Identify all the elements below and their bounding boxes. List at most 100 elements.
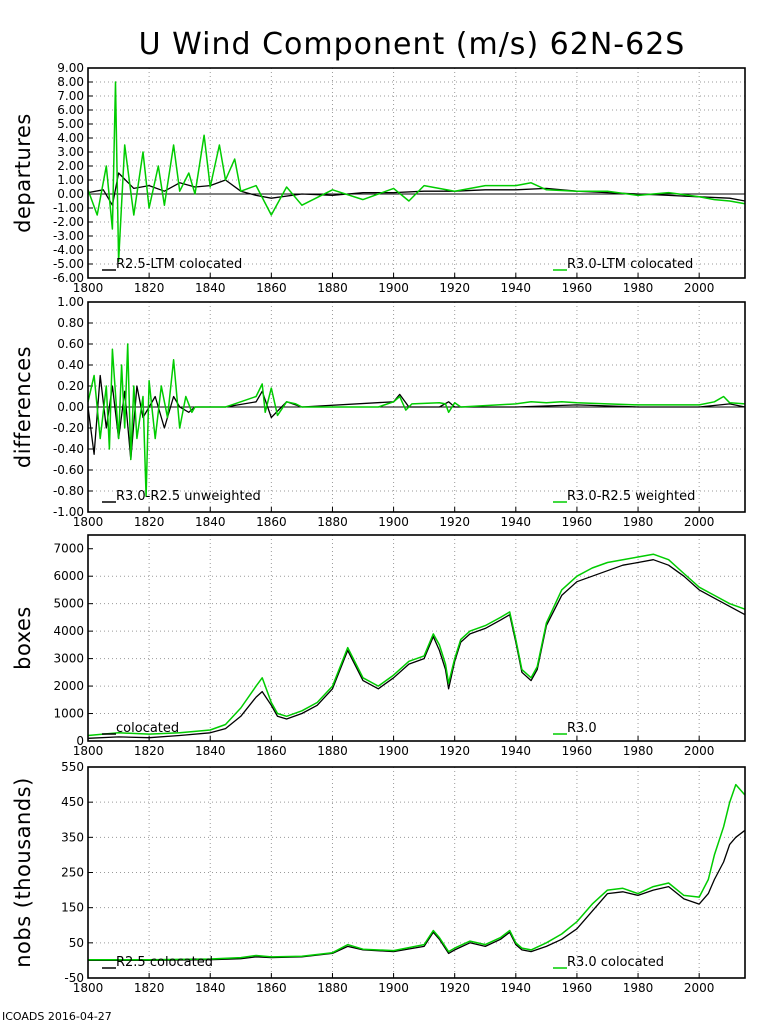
y-tick-label: 4.00 — [57, 131, 84, 145]
y-tick-label: 4000 — [53, 624, 84, 638]
y-tick-label: 1.00 — [57, 173, 84, 187]
x-tick-label: 1920 — [439, 981, 470, 995]
x-tick-label: 1960 — [562, 515, 593, 529]
x-tick-label: 1820 — [134, 981, 165, 995]
y-tick-label: -5.00 — [53, 257, 84, 271]
legend-label: R3.0-R2.5 weighted — [567, 489, 695, 504]
x-tick-label: 2000 — [684, 515, 715, 529]
y-tick-label: 350 — [61, 830, 84, 844]
x-tick-label: 1980 — [623, 981, 654, 995]
series-line-b — [87, 553, 746, 737]
x-tick-label: 1900 — [378, 515, 409, 529]
y-axis-label: departures — [11, 113, 35, 233]
x-tick-label: 1920 — [439, 281, 470, 295]
y-tick-label: 7000 — [53, 542, 84, 556]
y-tick-label: 2.00 — [57, 159, 84, 173]
y-tick-label: 8.00 — [57, 75, 84, 89]
x-tick-label: 1980 — [623, 744, 654, 758]
x-tick-label: 1840 — [195, 744, 226, 758]
x-tick-label: 2000 — [684, 981, 715, 995]
x-tick-label: 2000 — [684, 281, 715, 295]
series-line-b — [88, 783, 746, 961]
series-line-a — [87, 374, 746, 461]
legend-label: R3.0-R2.5 unweighted — [116, 489, 261, 504]
x-tick-label: 1940 — [501, 515, 532, 529]
y-tick-label: 1000 — [53, 707, 84, 721]
y-tick-label: -1.00 — [53, 201, 84, 215]
x-tick-label: 1800 — [73, 744, 104, 758]
y-tick-label: -4.00 — [53, 243, 84, 257]
x-tick-label: 1820 — [134, 281, 165, 295]
x-tick-label: 1880 — [317, 515, 348, 529]
x-tick-label: 1980 — [623, 281, 654, 295]
x-tick-label: 2000 — [684, 744, 715, 758]
x-tick-label: 1860 — [256, 744, 287, 758]
y-tick-label: -50 — [64, 971, 84, 985]
x-tick-label: 1880 — [317, 744, 348, 758]
plot-frame — [87, 301, 746, 513]
y-tick-label: -2.00 — [53, 215, 84, 229]
series-line-a — [87, 559, 746, 739]
x-tick-label: 1880 — [317, 281, 348, 295]
x-tick-label: 1800 — [73, 281, 104, 295]
y-tick-label: -6.00 — [53, 271, 84, 285]
legend-label: R3.0 colocated — [567, 955, 664, 970]
chart-title: U Wind Component (m/s) 62N-62S — [139, 27, 686, 62]
x-tick-label: 1960 — [562, 281, 593, 295]
y-tick-label: 7.00 — [57, 89, 84, 103]
y-tick-label: 5.00 — [57, 117, 84, 131]
series-line-b — [87, 81, 746, 262]
legend-label: R3.0-LTM colocated — [567, 257, 693, 272]
y-tick-label: 6.00 — [57, 103, 84, 117]
x-tick-label: 1840 — [195, 515, 226, 529]
y-tick-label: 1.00 — [57, 295, 84, 309]
legend-label: colocated — [116, 721, 179, 736]
y-tick-label: 0.00 — [57, 400, 84, 414]
y-tick-label: 0.40 — [57, 358, 84, 372]
y-tick-label: 0.20 — [57, 379, 84, 393]
chart-panel-differences: 1800 1820 1840 1860 1880 1900 1920 1940 1960 1980… — [11, 295, 746, 529]
y-tick-label: -1.00 — [53, 505, 84, 519]
y-axis-label: boxes — [11, 606, 35, 670]
plot-frame — [87, 67, 746, 279]
chart-panels: 1800 1820 1840 1860 1880 1900 1920 1940 1960 1980… — [11, 61, 746, 995]
x-tick-label: 1800 — [73, 515, 104, 529]
y-tick-label: -0.60 — [53, 463, 84, 477]
x-tick-label: 1860 — [256, 981, 287, 995]
y-tick-label: 0 — [76, 734, 84, 748]
plot-frame — [87, 534, 746, 742]
y-tick-label: 9.00 — [57, 61, 84, 75]
y-tick-label: -0.40 — [53, 442, 84, 456]
y-tick-label: 50 — [69, 936, 84, 950]
chart-panel-boxes: 1800 1820 1840 1860 1880 1900 1920 1940 1960 1980… — [11, 534, 746, 758]
y-tick-label: 3.00 — [57, 145, 84, 159]
legend-label: R2.5-LTM colocated — [116, 257, 242, 272]
x-tick-label: 1820 — [134, 744, 165, 758]
x-tick-label: 1920 — [439, 515, 470, 529]
x-tick-label: 1940 — [501, 744, 532, 758]
x-tick-label: 1900 — [378, 744, 409, 758]
x-tick-label: 1860 — [256, 515, 287, 529]
y-tick-label: 550 — [61, 760, 84, 774]
x-tick-label: 1900 — [378, 981, 409, 995]
x-tick-label: 1840 — [195, 281, 226, 295]
y-tick-label: 5000 — [53, 597, 84, 611]
x-tick-label: 1800 — [73, 981, 104, 995]
y-axis-label: nobs (thousands) — [11, 777, 35, 968]
footer-label: ICOADS 2016-04-27 — [2, 1010, 112, 1023]
x-tick-label: 1960 — [562, 744, 593, 758]
y-tick-label: 0.80 — [57, 316, 84, 330]
x-tick-label: 1980 — [623, 515, 654, 529]
series-line-b — [87, 343, 746, 498]
y-tick-label: 250 — [61, 866, 84, 880]
y-tick-label: 6000 — [53, 569, 84, 583]
plot-frame — [87, 766, 746, 979]
x-tick-label: 1940 — [501, 281, 532, 295]
legend-label: R2.5 colocated — [116, 955, 213, 970]
y-tick-label: -0.20 — [53, 421, 84, 435]
x-tick-label: 1940 — [501, 981, 532, 995]
y-tick-label: 2000 — [53, 679, 84, 693]
x-tick-label: 1860 — [256, 281, 287, 295]
x-tick-label: 1880 — [317, 981, 348, 995]
